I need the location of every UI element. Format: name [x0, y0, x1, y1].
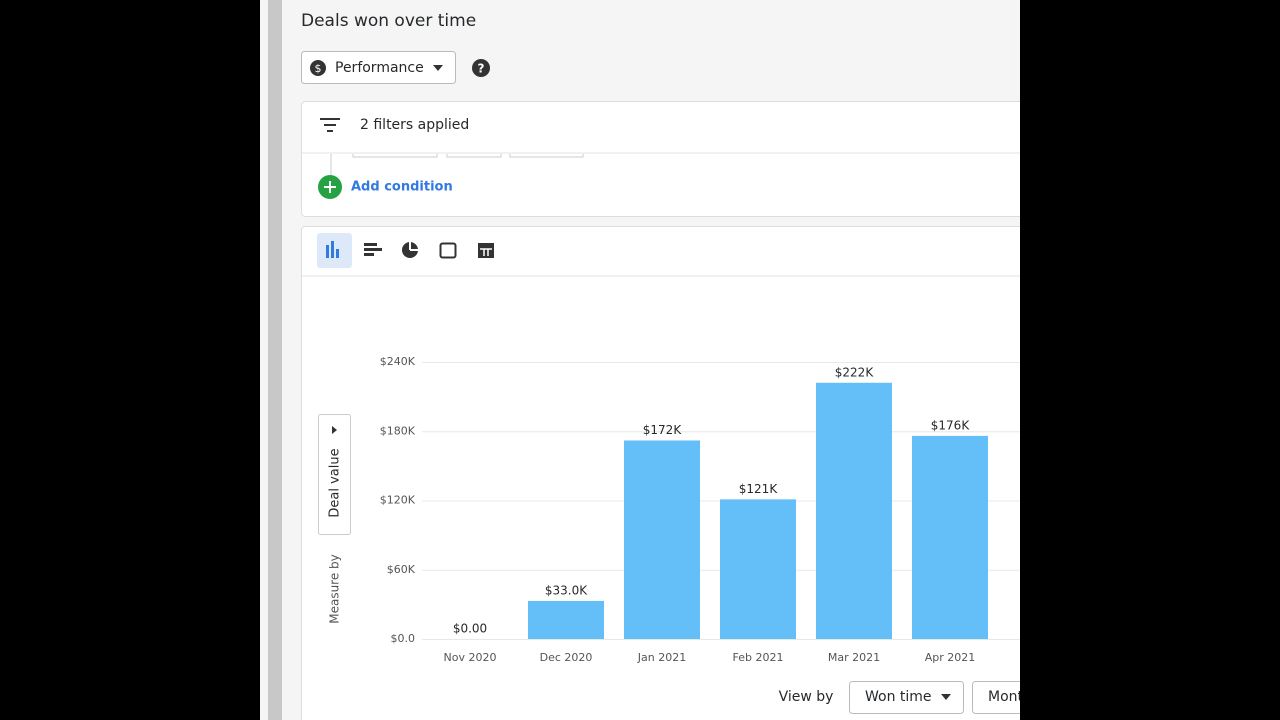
scrollbar[interactable]	[268, 0, 282, 720]
scorecard-icon[interactable]	[439, 242, 457, 259]
plus	[324, 181, 336, 193]
pie-cut	[409, 241, 419, 251]
y-tick-label: $240K	[380, 355, 416, 368]
value-label: $0.00	[453, 622, 487, 636]
bar	[912, 435, 988, 639]
y-tick-label: $60K	[387, 563, 416, 576]
bar-icon	[326, 241, 339, 258]
view-by-label: View by	[779, 689, 834, 705]
filter-card	[301, 101, 1020, 217]
x-tick-label: Feb 2021	[733, 651, 784, 664]
hbar-icon[interactable]	[364, 243, 382, 256]
dropdown[interactable]	[301, 51, 456, 84]
viewport: Deals won over time $ Performance ? 2 fi…	[260, 0, 1073, 720]
x-tick-label: Jan 2021	[637, 651, 686, 664]
measure-prefix: Measure by	[328, 554, 342, 624]
table-lines	[480, 248, 492, 256]
caret	[332, 426, 337, 434]
filter-chips	[352, 154, 584, 158]
bar	[720, 499, 796, 639]
x-tick-label: Nov 2020	[444, 651, 497, 664]
dropdown-label: Performance	[335, 60, 424, 76]
interval-value: Month	[988, 689, 1032, 705]
plot: $0.0 $60K $120K $180K $240K Nov 2020 $0.00 Dec …	[380, 355, 1020, 664]
value-label: $121K	[739, 482, 779, 496]
y-axis-label: Deal value	[328, 448, 343, 517]
page-title: Deals won over time	[301, 11, 476, 31]
view-by-value: Won time	[865, 689, 932, 705]
bar	[528, 600, 604, 639]
bar-chart-button[interactable]	[317, 233, 352, 268]
y-tick-label: $180K	[380, 424, 416, 437]
bar	[624, 440, 700, 639]
y-tick-label: $120K	[380, 494, 416, 507]
interval-dropdown[interactable]	[972, 681, 1073, 714]
filter-icon[interactable]	[320, 118, 340, 132]
table-icon[interactable]	[478, 243, 494, 258]
y-tick-label: $0.0	[391, 632, 416, 645]
caret	[941, 694, 951, 700]
caret	[433, 65, 443, 71]
value-label: $176K	[931, 418, 971, 432]
help-icon[interactable]	[472, 59, 490, 77]
bar	[816, 382, 892, 639]
x-tick-label: Mar 2021	[828, 651, 880, 664]
value-label: $33.0K	[545, 583, 588, 597]
measure-selector[interactable]	[318, 414, 351, 535]
dollar-icon	[310, 60, 326, 76]
x-tick-label: Apr 2021	[925, 651, 976, 664]
value-label: $172K	[643, 423, 683, 437]
help-mark: ?	[478, 62, 485, 76]
value-label: $222K	[835, 365, 875, 379]
view-by-dropdown[interactable]	[849, 681, 964, 714]
filter-summary[interactable]: 2 filters applied	[360, 117, 469, 133]
x-tick-label: Dec 2020	[540, 651, 593, 664]
add-condition[interactable]: Add condition	[351, 180, 453, 195]
dollar-sign: $	[315, 62, 322, 75]
